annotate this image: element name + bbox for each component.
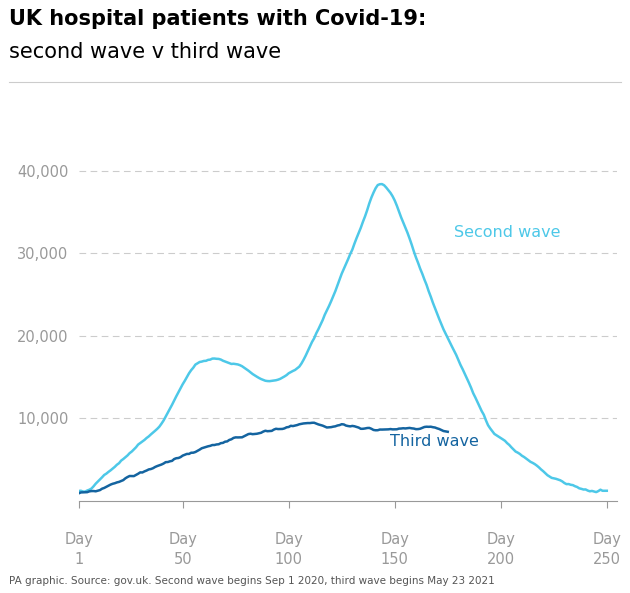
Text: PA graphic. Source: gov.uk. Second wave begins Sep 1 2020, third wave begins May: PA graphic. Source: gov.uk. Second wave … (9, 576, 495, 586)
Text: second wave v third wave: second wave v third wave (9, 42, 282, 62)
Text: Day: Day (274, 533, 303, 547)
Text: Day: Day (381, 533, 409, 547)
Text: Second wave: Second wave (454, 225, 561, 240)
Text: 100: 100 (275, 552, 302, 568)
Text: UK hospital patients with Covid-19:: UK hospital patients with Covid-19: (9, 9, 427, 29)
Text: 250: 250 (593, 552, 621, 568)
Text: Day: Day (64, 533, 93, 547)
Text: 200: 200 (487, 552, 515, 568)
Text: 1: 1 (74, 552, 83, 568)
Text: Third wave: Third wave (391, 434, 479, 449)
Text: Day: Day (486, 533, 515, 547)
Text: 150: 150 (381, 552, 409, 568)
Text: Day: Day (168, 533, 197, 547)
Text: 50: 50 (173, 552, 192, 568)
Text: Day: Day (592, 533, 621, 547)
